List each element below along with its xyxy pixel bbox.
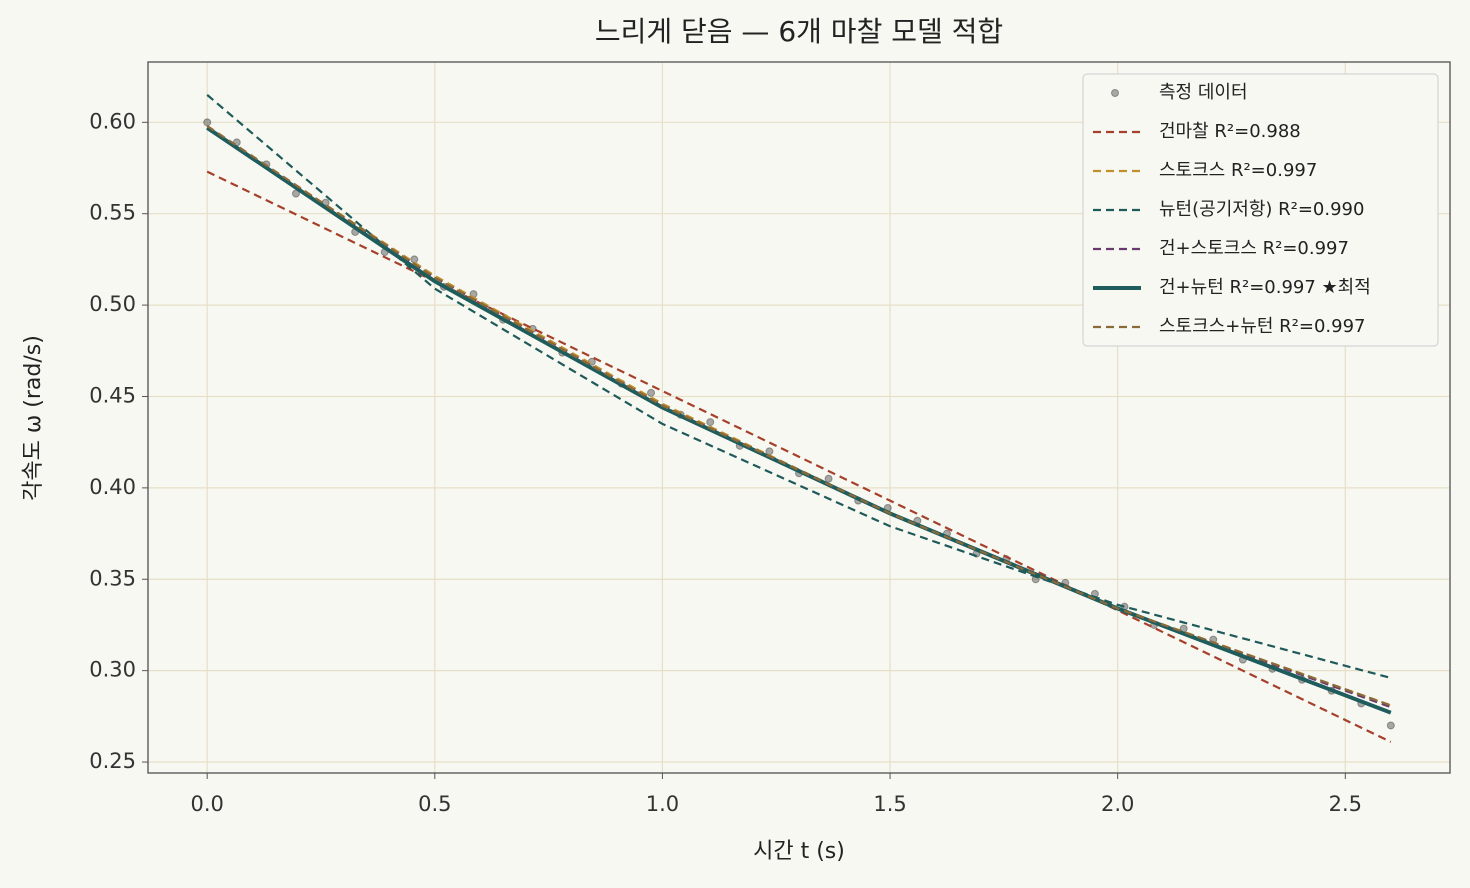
data-point (1386, 721, 1395, 730)
fit-line (206, 126, 1392, 715)
x-tick-label: 1.5 (873, 792, 906, 816)
y-tick-label: 0.55 (89, 201, 136, 225)
fit-line (206, 170, 1392, 743)
legend-label: 스토크스+뉴턴 R²=0.997 (1159, 316, 1366, 337)
chart-title: 느리게 닫음 — 6개 마찰 모델 적합 (595, 15, 1003, 48)
data-point (203, 118, 212, 127)
data-point (824, 474, 833, 483)
x-tick-label: 0.5 (418, 792, 451, 816)
axes-frame (147, 61, 1451, 774)
legend-label: 뉴턴(공기저항) R²=0.990 (1159, 199, 1364, 220)
data-point (410, 255, 419, 264)
x-tick-label: 1.0 (646, 792, 679, 816)
y-tick-label: 0.30 (89, 658, 136, 682)
legend-label: 측정 데이터 (1159, 82, 1248, 103)
legend-label: 건+스토크스 R²=0.997 (1159, 238, 1349, 259)
x-axis-label: 시간 t (s) (753, 839, 845, 864)
y-axis-label: 각속도 ω (rad/s) (21, 335, 46, 501)
x-tick-label: 0.0 (190, 792, 223, 816)
fit-line (206, 125, 1392, 707)
legend-marker (1111, 89, 1119, 97)
legend-box (1082, 73, 1439, 347)
data-point (765, 447, 774, 456)
data-point (706, 418, 715, 427)
legend-label: 스토크스 R²=0.997 (1159, 160, 1317, 181)
y-tick-label: 0.60 (89, 109, 136, 133)
legend-label: 건마찰 R²=0.988 (1159, 121, 1301, 142)
y-tick-label: 0.50 (89, 292, 136, 316)
data-point (291, 189, 300, 198)
y-tick-label: 0.45 (89, 383, 136, 407)
y-tick-label: 0.35 (89, 566, 136, 590)
data-point (647, 388, 656, 397)
legend-label: 건+뉴턴 R²=0.997 ★최적 (1159, 277, 1371, 298)
y-tick-label: 0.40 (89, 475, 136, 499)
x-tick-label: 2.0 (1101, 792, 1134, 816)
y-tick-label: 0.25 (89, 749, 136, 773)
x-tick-label: 2.5 (1329, 792, 1362, 816)
